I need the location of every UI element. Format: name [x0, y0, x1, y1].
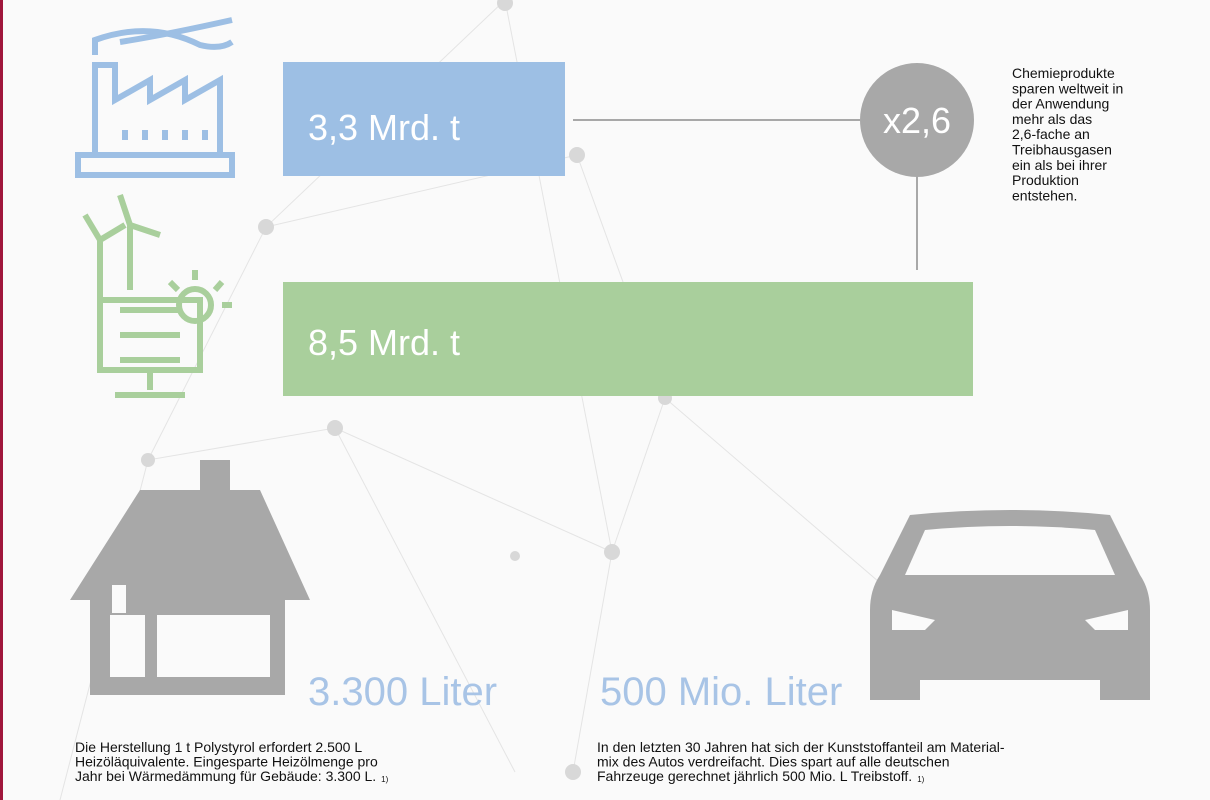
renewables-icon	[82, 194, 232, 398]
note-line: Chemieprodukte	[1012, 65, 1115, 81]
car-details	[892, 526, 1128, 630]
house-caption: Die Herstellung 1 t Polystyrol erfordert…	[75, 739, 389, 784]
caption-line: Fahrzeuge gerechnet jährlich 500 Mio. L …	[597, 768, 912, 784]
production-bar	[283, 62, 565, 176]
note-line: Treibhausgasen	[1012, 142, 1112, 158]
car-caption: In den letzten 30 Jahren hat sich der Ku…	[597, 739, 1005, 784]
note-line: sparen weltweit in	[1012, 80, 1123, 96]
footnote: 1)	[917, 775, 924, 784]
factor-label: x2,6	[883, 100, 951, 141]
note-line: Produktion	[1012, 172, 1079, 188]
caption-line: In den letzten 30 Jahren hat sich der Ku…	[597, 739, 1005, 755]
note-line: 2,6-fache an	[1012, 126, 1090, 142]
savings-value: 8,5 Mrd. t	[308, 322, 460, 363]
note-line: der Anwendung	[1012, 96, 1109, 112]
factory-icon	[75, 17, 235, 178]
house-value: 3.300 Liter	[308, 670, 497, 714]
house-detail	[145, 615, 157, 677]
savings-bar	[283, 282, 973, 396]
caption-line: Die Herstellung 1 t Polystyrol erfordert…	[75, 739, 362, 755]
note-line: mehr als das	[1012, 111, 1092, 127]
network-nodes	[141, 0, 672, 780]
left-border	[0, 0, 3, 800]
house-details	[110, 585, 270, 677]
production-value: 3,3 Mrd. t	[308, 107, 460, 148]
car-value: 500 Mio. Liter	[600, 670, 842, 714]
caption-line: Heizöläquivalente. Eingesparte Heizölmen…	[75, 754, 378, 770]
caption-line: Jahr bei Wärmedämmung für Gebäude: 3.300…	[75, 768, 376, 784]
caption-line: mix des Autos verdreifacht. Dies spart a…	[597, 754, 950, 770]
factor-circle	[860, 63, 974, 177]
note-line: ein als bei ihrer	[1012, 157, 1107, 173]
note-line: entstehen.	[1012, 187, 1077, 203]
footnote: 1)	[381, 775, 388, 784]
